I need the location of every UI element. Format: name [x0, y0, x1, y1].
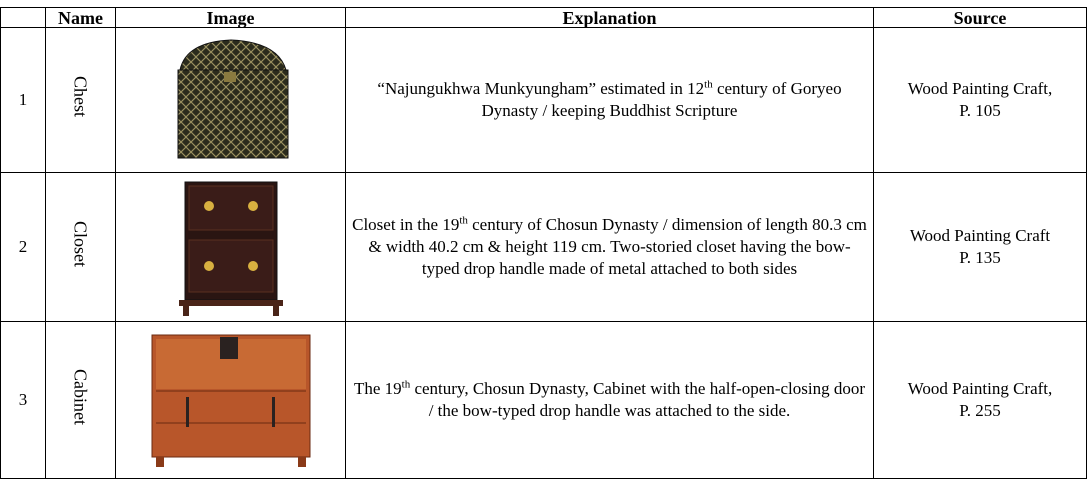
- source-line: P. 255: [959, 401, 1001, 420]
- header-row: Name Image Explanation Source: [0, 7, 1087, 28]
- image-cell: [115, 172, 346, 322]
- source-line: Wood Painting Craft: [909, 226, 1051, 245]
- superscript: th: [704, 78, 713, 91]
- index-cell: 1: [0, 27, 46, 173]
- source-cell: Wood Painting Craft P. 135: [873, 172, 1087, 322]
- explanation-cell: “Najungukhwa Munkyungham” estimated in 1…: [345, 27, 874, 173]
- header-cell: Image: [115, 7, 346, 28]
- name-text: Chest: [70, 76, 91, 118]
- superscript: th: [401, 378, 411, 391]
- cabinet-image: [151, 334, 310, 467]
- superscript: th: [459, 214, 468, 227]
- table-row: 3 Cabinet The 19th century, Chosun Dynas…: [0, 321, 1087, 479]
- explanation-text: century, Chosun Dynasty, Cabinet with th…: [410, 379, 866, 420]
- artifact-table: Name Image Explanation Source 1 Chest “N…: [0, 7, 1087, 479]
- header-cell: Explanation: [345, 7, 874, 28]
- table-row: 1 Chest “Najungukhwa Munkyungham” estima…: [0, 27, 1087, 173]
- image-cell: [115, 321, 346, 479]
- header-cell: Name: [45, 7, 116, 28]
- explanation-cell: The 19th century, Chosun Dynasty, Cabine…: [345, 321, 874, 479]
- source-line: Wood Painting Craft,: [907, 79, 1053, 98]
- explanation-text: century of Chosun Dynasty / dimension of…: [368, 215, 867, 278]
- name-cell: Cabinet: [45, 321, 116, 479]
- table-row: 2 Closet Closet in the 19th century of C…: [0, 172, 1087, 322]
- header-cell: Source: [873, 7, 1087, 28]
- source-cell: Wood Painting Craft, P. 105: [873, 27, 1087, 173]
- closet-image: [178, 181, 283, 316]
- explanation-text: “Najungukhwa Munkyungham” estimated in 1…: [377, 79, 705, 98]
- explanation-cell: Closet in the 19th century of Chosun Dyn…: [345, 172, 874, 322]
- source-cell: Wood Painting Craft, P. 255: [873, 321, 1087, 479]
- name-text: Cabinet: [70, 369, 91, 425]
- source-line: Wood Painting Craft,: [907, 379, 1053, 398]
- index-cell: 2: [0, 172, 46, 322]
- index-cell: 3: [0, 321, 46, 479]
- name-cell: Chest: [45, 27, 116, 173]
- explanation-text: The 19: [353, 379, 402, 398]
- name-text: Closet: [70, 220, 91, 267]
- source-line: P. 105: [959, 101, 1001, 120]
- explanation-text: Closet in the 19: [352, 215, 460, 234]
- header-cell: [0, 7, 46, 28]
- source-line: P. 135: [959, 248, 1001, 267]
- image-cell: [115, 27, 346, 173]
- name-cell: Closet: [45, 172, 116, 322]
- chest-image: [177, 39, 288, 159]
- explanation-text: century of Goryeo Dynasty / keeping Budd…: [481, 79, 842, 120]
